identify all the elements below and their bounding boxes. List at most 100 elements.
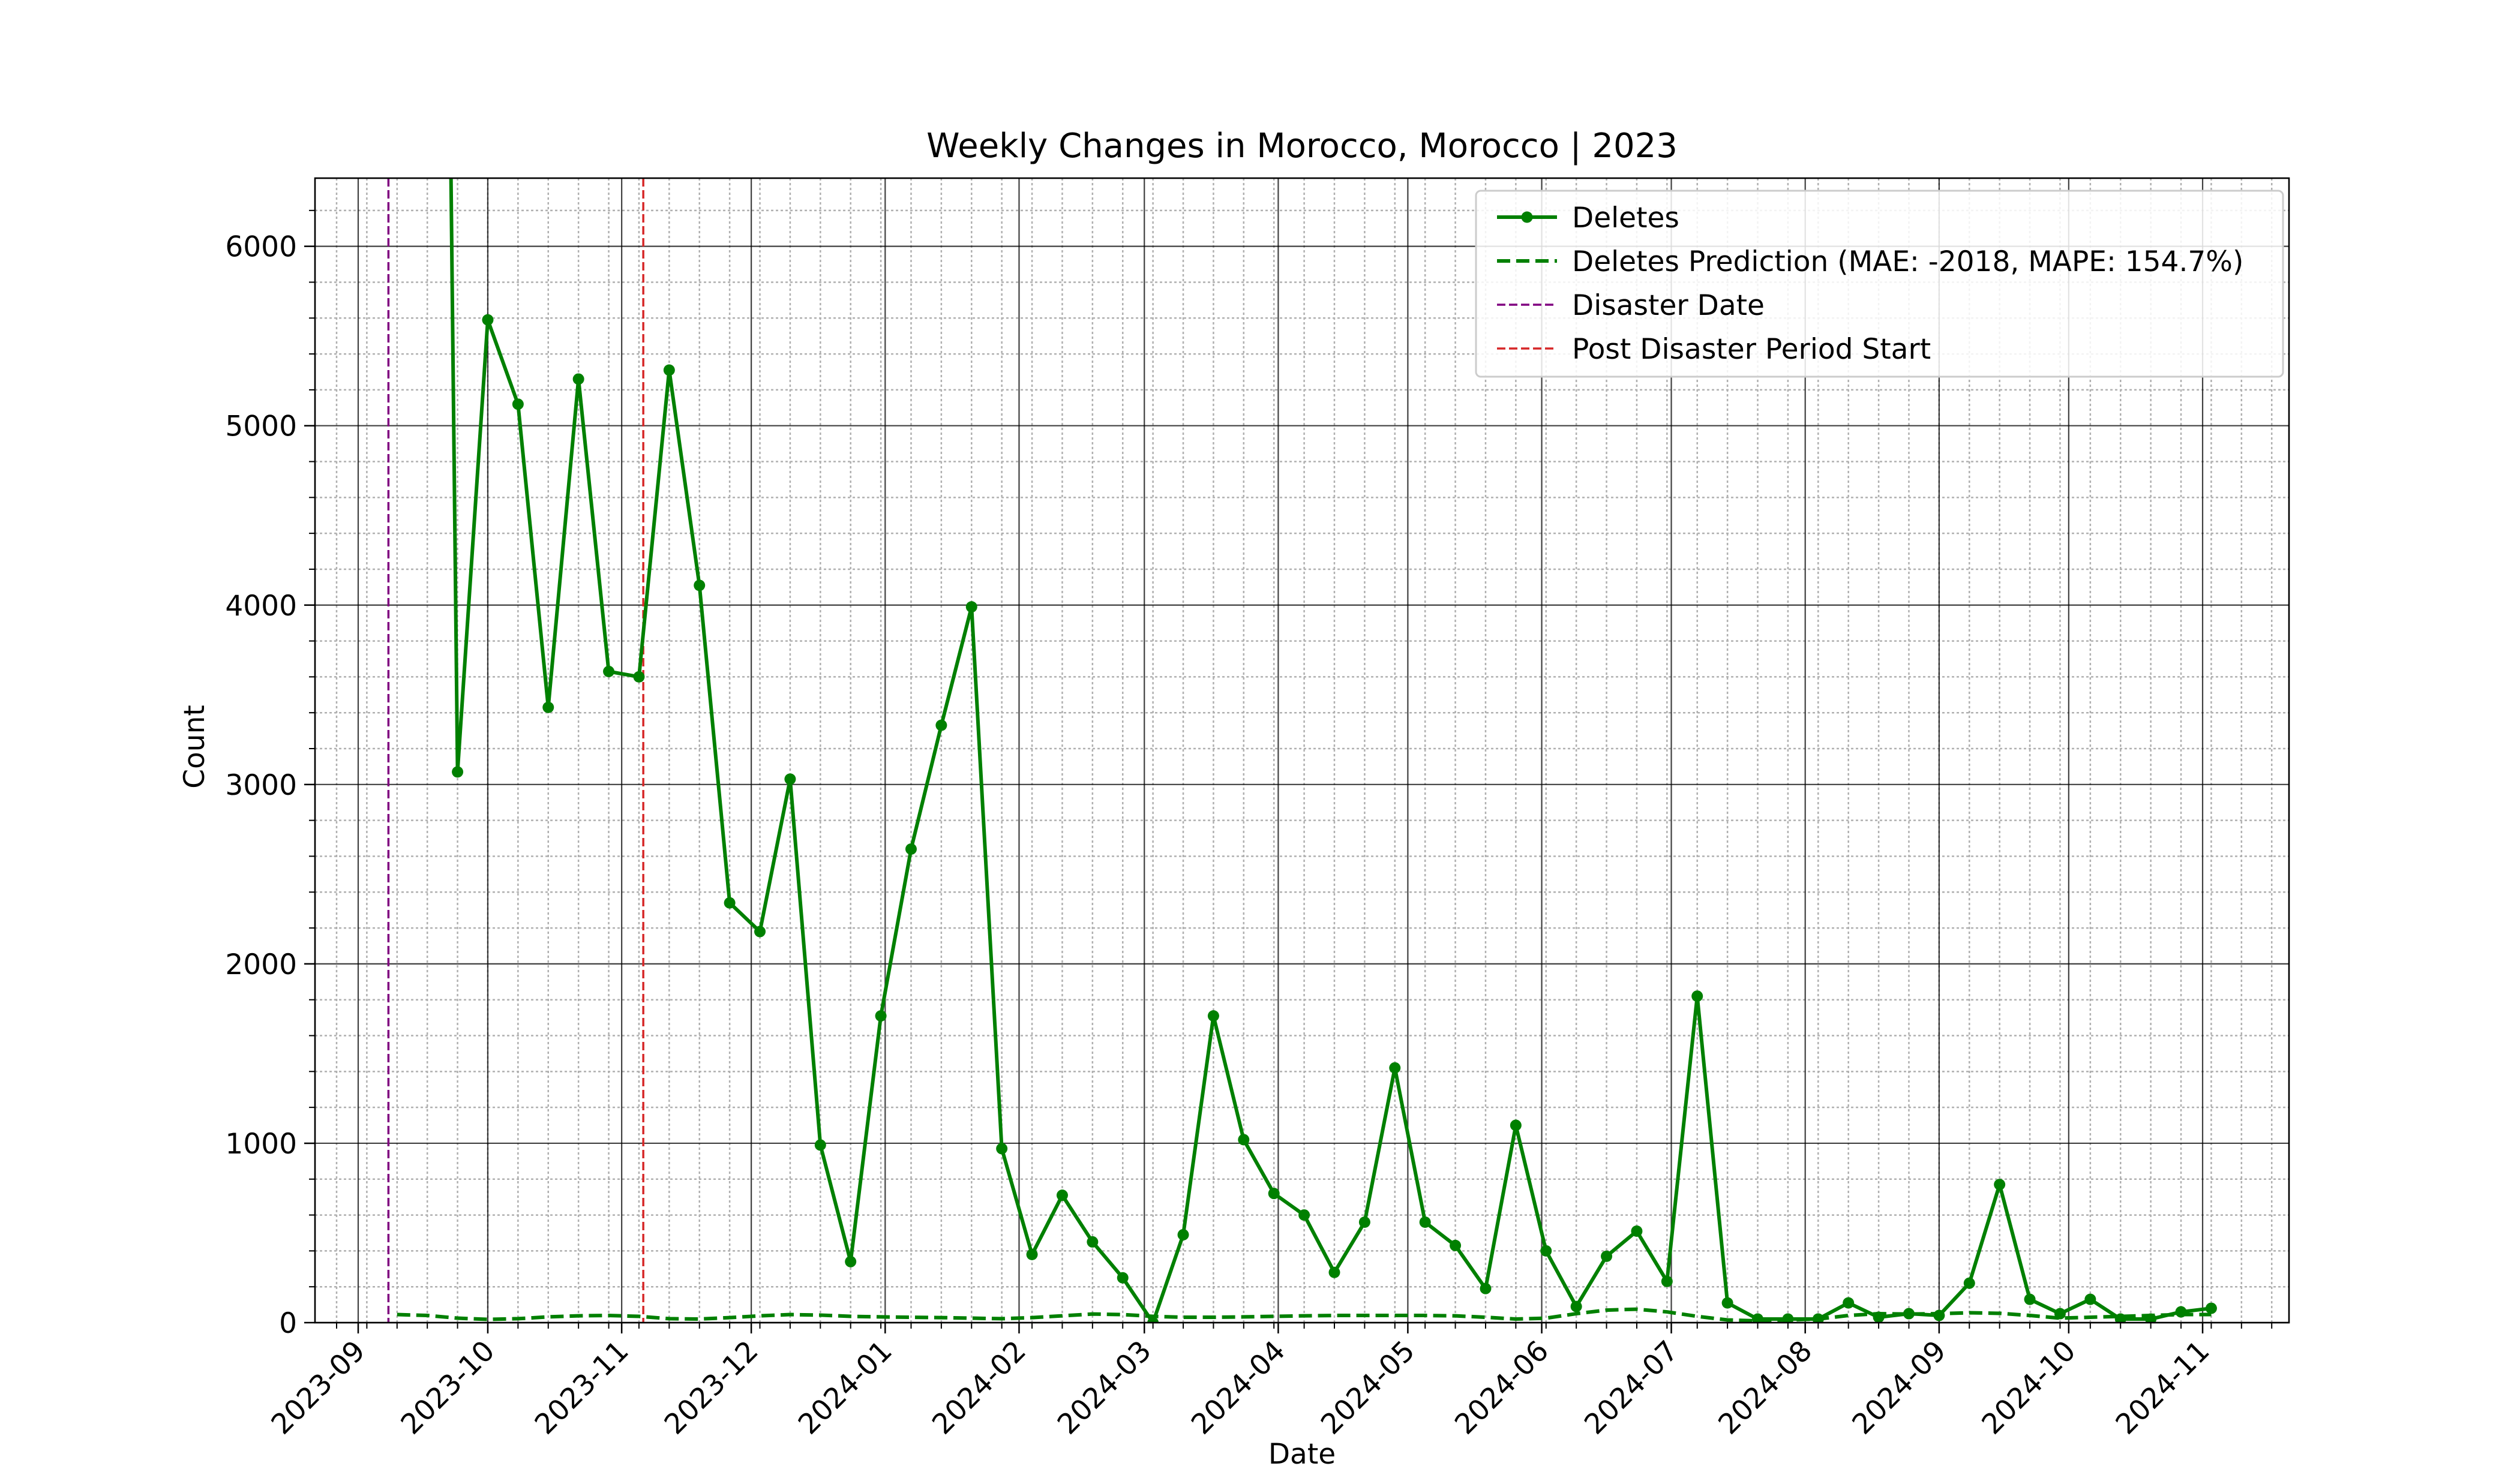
x-tick-label: 2024-07	[1578, 1335, 1685, 1441]
deletes-point	[1540, 1245, 1552, 1257]
deletes-point	[1480, 1282, 1492, 1294]
deletes-point	[452, 766, 464, 778]
legend-swatch-marker	[1521, 211, 1533, 223]
deletes-point	[2114, 1313, 2126, 1323]
x-tick-label: 2024-05	[1315, 1335, 1421, 1441]
y-tick-label: 6000	[225, 231, 297, 264]
deletes-point	[1056, 1189, 1068, 1201]
chart-title: Weekly Changes in Morocco, Morocco | 202…	[926, 127, 1678, 166]
deletes-point	[633, 671, 645, 683]
x-tick-label: 2024-09	[1846, 1335, 1953, 1441]
legend-item: Disaster Date	[1497, 289, 1765, 322]
deletes-point	[1782, 1313, 1794, 1323]
deletes-point	[1147, 1317, 1159, 1323]
deletes-point	[784, 773, 796, 785]
y-tick-label: 3000	[225, 769, 297, 802]
y-tick-label: 1000	[225, 1128, 297, 1161]
x-tick-label: 2024-03	[1051, 1335, 1158, 1441]
series-layer	[397, 178, 2217, 1323]
deletes-point	[1752, 1313, 1764, 1323]
deletes-point	[2024, 1293, 2036, 1305]
deletes-point	[996, 1143, 1008, 1155]
y-axis-label: Count	[178, 705, 211, 789]
deletes-point	[1510, 1119, 1522, 1131]
deletes-point	[512, 398, 524, 410]
deletes-point	[754, 926, 766, 938]
deletes-point	[1933, 1309, 1945, 1321]
x-tick-label: 2024-10	[1976, 1335, 2083, 1441]
deletes-point	[1601, 1250, 1613, 1262]
legend-item: Deletes Prediction (MAE: -2018, MAPE: 15…	[1497, 245, 2243, 278]
x-tick-label: 2023-11	[529, 1335, 635, 1441]
legend-item: Post Disaster Period Start	[1497, 333, 1931, 366]
deletes-point	[572, 373, 584, 385]
prediction-series-line	[397, 1307, 2212, 1323]
deletes-point	[2205, 1302, 2217, 1314]
deletes-point	[1843, 1297, 1855, 1309]
deletes-point	[694, 579, 706, 591]
y-tick-label: 4000	[225, 590, 297, 623]
deletes-point	[965, 601, 977, 613]
legend-box	[1475, 190, 2284, 378]
y-tick-label: 2000	[225, 948, 297, 981]
event-lines	[387, 178, 644, 1323]
legend-item: Deletes	[1497, 202, 1679, 235]
x-axis-label: Date	[1268, 1438, 1336, 1470]
deletes-point	[1691, 990, 1703, 1002]
deletes-point	[935, 719, 947, 731]
deletes-point	[2145, 1313, 2157, 1323]
deletes-point	[482, 314, 494, 326]
deletes-point	[1268, 1188, 1280, 1200]
x-tick-label: 2023-12	[658, 1335, 765, 1441]
legend-label: Disaster Date	[1572, 289, 1765, 322]
deletes-point	[1873, 1311, 1885, 1323]
deletes-point	[1450, 1239, 1462, 1251]
x-tick-label: 2024-01	[792, 1335, 899, 1441]
deletes-point	[845, 1255, 857, 1267]
legend: Deletes Deletes Prediction (MAE: -2018, M…	[1475, 190, 2284, 378]
deletes-point	[875, 1010, 887, 1022]
deletes-point	[1661, 1275, 1673, 1287]
deletes-point	[542, 701, 554, 713]
legend-label: Post Disaster Period Start	[1572, 333, 1931, 366]
deletes-point	[1994, 1179, 2006, 1191]
deletes-point	[2084, 1293, 2096, 1305]
deletes-point	[1298, 1209, 1310, 1221]
legend-label: Deletes Prediction (MAE: -2018, MAPE: 15…	[1572, 245, 2243, 278]
deletes-point	[724, 897, 736, 909]
deletes-point	[2175, 1306, 2187, 1318]
deletes-point	[1903, 1308, 1915, 1320]
x-tick-label: 2024-08	[1712, 1335, 1819, 1441]
deletes-point	[1026, 1248, 1038, 1260]
x-tick-label: 2024-04	[1185, 1335, 1292, 1441]
deletes-point	[1117, 1272, 1129, 1284]
deletes-point	[1721, 1297, 1733, 1309]
x-tick-label: 2024-11	[2110, 1335, 2216, 1441]
deletes-point	[1238, 1134, 1250, 1146]
y-tick-label: 5000	[225, 410, 297, 443]
deletes-point	[1358, 1216, 1370, 1228]
deletes-point	[1177, 1228, 1189, 1240]
deletes-point	[1207, 1010, 1219, 1022]
deletes-point	[905, 843, 917, 855]
deletes-point	[663, 364, 675, 376]
deletes-point	[1631, 1225, 1643, 1237]
legend-label: Deletes	[1572, 202, 1679, 235]
plot-frame	[314, 177, 2290, 1324]
deletes-series-entry	[449, 178, 460, 772]
deletes-point	[1570, 1300, 1582, 1312]
x-tick-label: 2023-09	[265, 1335, 372, 1441]
deletes-point	[1812, 1313, 1824, 1323]
deletes-point	[1087, 1236, 1099, 1248]
deletes-point	[1963, 1277, 1975, 1289]
deletes-point	[814, 1139, 826, 1151]
deletes-point	[1389, 1062, 1401, 1074]
y-tick-label: 0	[279, 1307, 297, 1340]
x-tick-label: 2024-02	[926, 1335, 1033, 1441]
deletes-point	[1328, 1266, 1340, 1278]
deletes-point	[1419, 1216, 1431, 1228]
x-tick-label: 2024-06	[1448, 1335, 1555, 1441]
x-tick-label: 2023-10	[395, 1335, 502, 1441]
